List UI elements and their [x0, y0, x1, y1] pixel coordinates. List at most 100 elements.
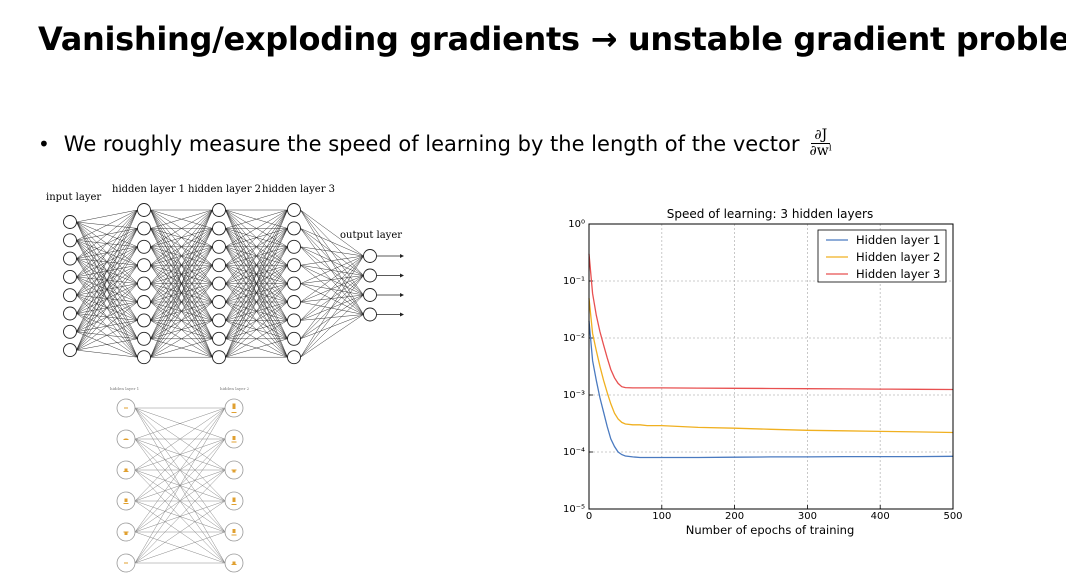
neuron [212, 258, 226, 273]
bullet-point: • We roughly measure the speed of learni… [38, 128, 832, 159]
network-edge [300, 255, 364, 339]
small-network-diagram: hidden layer 1 hidden layer 2 [110, 386, 250, 573]
network-edge [150, 209, 213, 229]
neuron [63, 269, 77, 284]
small-network-edge [134, 407, 226, 440]
network-edge [225, 209, 288, 229]
network-edge [300, 283, 364, 315]
small-network-edge [134, 407, 226, 533]
neuron [63, 215, 77, 229]
network-nodes [63, 203, 377, 365]
small-network-edge [134, 407, 226, 502]
x-tick-label: 0 [586, 511, 592, 522]
neuron [287, 221, 301, 236]
chart-legend: Hidden layer 1 Hidden layer 2 Hidden layer… [817, 229, 947, 283]
neuron [212, 350, 226, 365]
network-edge [300, 301, 364, 315]
network-edge [150, 209, 213, 266]
plot-frame [588, 223, 954, 510]
neuron [363, 249, 377, 263]
network-edge [300, 209, 364, 315]
network-edge [225, 338, 288, 358]
network-edge [76, 349, 138, 358]
neuron [287, 276, 301, 291]
legend-label: Hidden layer 3 [856, 267, 940, 281]
neuron [287, 331, 301, 346]
gradient-bar [124, 532, 128, 535]
network-edge [225, 209, 288, 358]
neuron [363, 307, 377, 322]
input-layer-label: input layer [46, 192, 101, 203]
network-edge [300, 246, 364, 296]
formula-denominator: ∂wˡ [809, 143, 833, 159]
network-edge [76, 283, 138, 351]
neuron [212, 221, 226, 236]
network-edge [300, 264, 364, 276]
network-edge [300, 264, 364, 296]
network-edge [300, 228, 364, 296]
network-edge [76, 209, 138, 296]
gradient-bar [232, 497, 236, 502]
network-edge [150, 265, 213, 358]
neuron [212, 203, 226, 217]
small-network-edge [134, 438, 226, 564]
network-edge [300, 228, 364, 276]
neuron [137, 350, 151, 365]
small-network-edges [134, 407, 226, 564]
network-edge [225, 265, 288, 358]
network-edge [150, 209, 213, 321]
bullet-dot-icon: • [38, 131, 50, 156]
network-edge [300, 246, 364, 315]
network-edge [76, 265, 138, 351]
neuron [287, 350, 301, 365]
network-edge [76, 301, 138, 351]
x-tick-label: 500 [943, 511, 962, 522]
network-edge [76, 209, 138, 332]
network-edge [225, 283, 288, 358]
network-edge [225, 209, 288, 321]
network-edge [225, 246, 288, 358]
legend-box [817, 229, 947, 283]
network-diagram: input layer hidden layer 1 hidden layer … [46, 184, 404, 365]
small-network-edge [134, 531, 226, 564]
hidden-layer-3-label: hidden layer 3 [262, 184, 335, 195]
network-edge [300, 314, 364, 358]
neuron [63, 306, 77, 321]
x-tick-label: 200 [725, 511, 744, 522]
neuron [137, 239, 151, 254]
output-arrow-head-icon [400, 293, 404, 297]
x-tick-label: 300 [798, 511, 817, 522]
neuron [137, 221, 151, 236]
chart-xlabel: Number of epochs of training [686, 523, 855, 537]
neuron [287, 313, 301, 328]
y-tick-label: 10⁰ [568, 219, 585, 230]
neuron [287, 258, 301, 273]
formula-numerator: ∂J [811, 128, 831, 144]
y-tick-label: 10⁻⁴ [563, 447, 585, 458]
network-edge [300, 314, 364, 340]
neuron [63, 288, 77, 303]
network-edge [225, 320, 288, 358]
hidden-layer-1-label: hidden layer 1 [112, 184, 185, 195]
hidden-layer-2-label: hidden layer 2 [188, 184, 261, 195]
small-right-label: hidden layer 2 [220, 386, 250, 391]
network-edge [150, 209, 213, 339]
legend-label: Hidden layer 1 [856, 233, 940, 247]
neuron [137, 295, 151, 309]
series-line [588, 320, 954, 459]
network-edge [76, 338, 138, 351]
network-edge [225, 209, 288, 339]
gradient-bar [124, 468, 128, 471]
network-edge [300, 246, 364, 257]
network-edge [300, 255, 364, 303]
neuron [137, 331, 151, 346]
network-edge [300, 275, 364, 303]
y-tick-label: 10⁻³ [563, 390, 585, 401]
gradient-bar [232, 561, 236, 564]
network-edge [76, 246, 138, 351]
network-edge [225, 209, 288, 247]
network-edge [300, 209, 364, 257]
y-tick-label: 10⁻² [563, 333, 585, 344]
network-edge [150, 338, 213, 358]
network-edge [150, 209, 213, 303]
